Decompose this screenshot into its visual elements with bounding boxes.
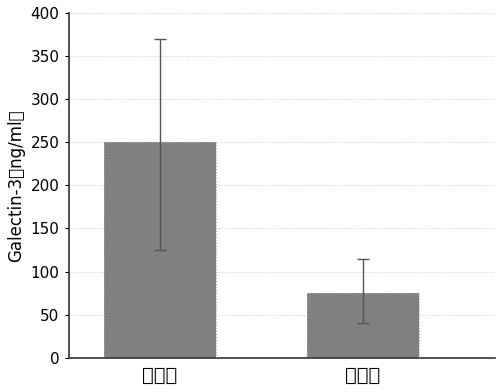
- Bar: [307, 293, 418, 358]
- Y-axis label: Galectin-3（ng/ml）: Galectin-3（ng/ml）: [7, 109, 25, 261]
- Bar: [104, 142, 215, 358]
- Bar: [307, 293, 418, 358]
- Bar: [104, 142, 215, 358]
